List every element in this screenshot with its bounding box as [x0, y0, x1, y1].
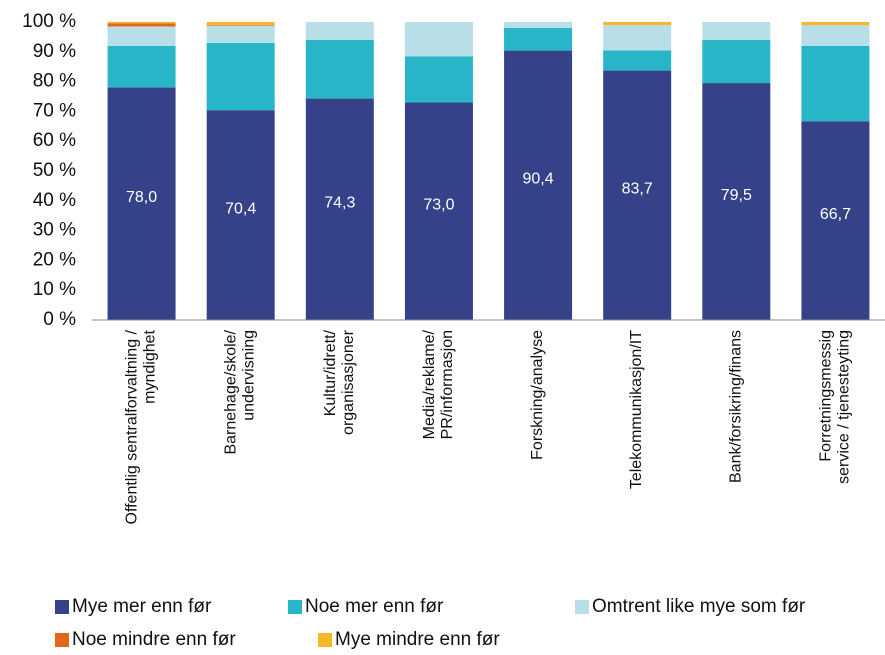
x-tick-label: Kultur/idrett/organisasjoner	[322, 329, 357, 435]
x-tick-label-line: Telekommunikasjon/IT	[628, 330, 645, 489]
value-label: 79,5	[721, 187, 752, 204]
bar-segment	[702, 83, 771, 320]
x-tick-label-line: PR/informasjon	[439, 330, 456, 439]
bar-segment	[504, 22, 573, 28]
bar-segment	[107, 45, 176, 88]
value-label: 70,4	[225, 200, 256, 217]
legend-swatch	[575, 600, 589, 614]
y-tick-label: 50 %	[33, 160, 76, 181]
bar-segment	[107, 87, 176, 320]
legend-swatch	[55, 600, 69, 614]
bar-segment	[504, 27, 573, 51]
bar-segment	[702, 22, 771, 40]
x-tick-label-line: undervisning	[241, 330, 258, 421]
legend-label: Noe mer enn før	[305, 596, 444, 617]
bar-segment	[107, 26, 176, 46]
bar-segment	[603, 22, 672, 25]
x-tick-label: Bank/forsikring/finans	[728, 330, 745, 483]
x-tick-label-line: Forskning/analyse	[529, 330, 546, 460]
value-label: 73,0	[423, 196, 454, 213]
bar-segment	[404, 22, 473, 57]
bar-segment	[801, 24, 870, 46]
bar-segment	[305, 39, 374, 99]
x-tick-label-line: Bank/forsikring/finans	[728, 330, 745, 483]
bar-segment	[107, 22, 176, 24]
bar-segment	[404, 102, 473, 321]
x-tick-label: Barnehage/skole/undervisning	[223, 329, 258, 454]
bar-segment	[702, 39, 771, 84]
x-tick-label-line: Kultur/idrett/	[322, 329, 339, 416]
bar-segment	[603, 24, 672, 51]
bar-segment	[603, 50, 672, 71]
y-tick-label: 0 %	[43, 309, 76, 330]
legend-swatch	[288, 600, 302, 614]
bar-segment	[107, 23, 176, 27]
x-tick-label-line: service / tjenesteyting	[836, 330, 853, 484]
value-label: 78,0	[126, 189, 157, 206]
value-label: 83,7	[622, 181, 653, 198]
x-tick-label: Telekommunikasjon/IT	[628, 330, 645, 489]
bar-segment	[404, 56, 473, 103]
bar-segment	[603, 70, 672, 320]
value-label: 66,7	[820, 206, 851, 223]
legend-label: Mye mer enn før	[72, 596, 212, 617]
legend-swatch	[55, 633, 69, 647]
x-tick-label-line: Barnehage/skole/	[223, 329, 240, 454]
y-tick-label: 70 %	[33, 100, 76, 121]
bar-segment	[305, 22, 374, 40]
x-tick-label-line: Forretningsmessig	[818, 330, 835, 462]
y-tick-label: 40 %	[33, 190, 76, 211]
y-tick-label: 60 %	[33, 130, 76, 151]
y-tick-label: 90 %	[33, 41, 76, 62]
y-tick-label: 100 %	[22, 11, 76, 32]
x-tick-label-line: organisasjoner	[340, 329, 357, 435]
bar-segment	[206, 25, 275, 43]
bar-segment	[206, 42, 275, 111]
y-tick-label: 10 %	[33, 279, 76, 300]
x-tick-label-line: myndighet	[142, 329, 159, 403]
bar-segment	[801, 22, 870, 25]
x-tick-label: Forretningsmessigservice / tjenesteyting	[818, 330, 853, 484]
y-tick-label: 30 %	[33, 220, 76, 241]
x-tick-label: Media/reklame/PR/informasjon	[421, 329, 456, 439]
legend-label: Noe mindre enn før	[72, 629, 236, 650]
y-tick-label: 20 %	[33, 249, 76, 270]
legend-label: Omtrent like mye som før	[592, 596, 806, 617]
x-tick-label: Offentlig sentralforvaltning /myndighet	[124, 329, 159, 524]
x-tick-label-line: Media/reklame/	[421, 329, 438, 439]
bar-segment	[206, 110, 275, 320]
bar-segment	[206, 24, 275, 26]
legend-label: Mye mindre enn før	[335, 629, 500, 650]
bar-segment	[305, 98, 374, 320]
value-label: 90,4	[522, 171, 553, 188]
legend-swatch	[318, 633, 332, 647]
x-tick-label: Forskning/analyse	[529, 330, 546, 460]
bar-segment	[206, 22, 275, 25]
value-label: 74,3	[324, 195, 355, 212]
bar-segment	[504, 50, 573, 320]
y-tick-label: 80 %	[33, 71, 76, 92]
bar-segment	[801, 121, 870, 320]
x-tick-label-line: Offentlig sentralforvaltning /	[124, 329, 141, 524]
bar-segment	[801, 45, 870, 122]
